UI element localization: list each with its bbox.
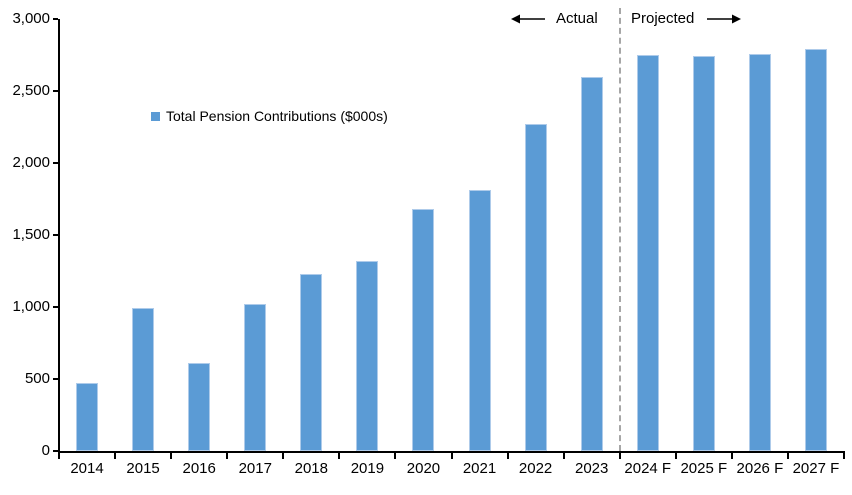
x-tick-mark [58, 453, 60, 459]
x-tick-mark [618, 453, 621, 459]
bar-2022 [524, 124, 547, 451]
left-arrow-icon [511, 14, 545, 24]
x-tick-label: 2024 F [624, 460, 672, 477]
x-tick-label: 2025 F [680, 460, 728, 477]
bar-2021 [468, 190, 491, 451]
x-tick-label: 2014 [70, 460, 104, 477]
x-axis-line [58, 451, 845, 453]
bar-2025-f [692, 56, 715, 451]
y-tick-mark [53, 162, 58, 164]
bar-2024-f [636, 55, 659, 451]
x-tick-mark [114, 453, 117, 459]
y-tick-mark [53, 450, 58, 452]
bar-2017 [244, 304, 267, 451]
x-tick-mark [730, 453, 733, 459]
y-tick-mark [53, 306, 58, 308]
y-axis-line [58, 19, 60, 453]
bar-2026-f [748, 53, 771, 451]
y-tick-label: 2,000 [12, 154, 50, 171]
y-tick-label: 1,000 [12, 298, 50, 315]
actual-annotation-label: Actual [556, 10, 598, 27]
x-tick-mark [562, 453, 565, 459]
x-tick-label: 2017 [238, 460, 272, 477]
y-tick-mark [53, 90, 58, 92]
y-tick-label: 2,500 [12, 82, 50, 99]
x-tick-mark [843, 453, 845, 459]
y-tick-label: 3,000 [12, 10, 50, 27]
projected-annotation-label: Projected [631, 10, 695, 27]
x-tick-mark [226, 453, 229, 459]
x-tick-label: 2023 [574, 460, 609, 477]
x-tick-mark [450, 453, 453, 459]
right-arrow-icon [707, 14, 741, 24]
y-tick-label: 0 [41, 442, 50, 459]
bar-2015 [132, 308, 155, 451]
x-tick-label: 2020 [406, 460, 441, 477]
y-tick-mark [53, 234, 58, 236]
bar-2014 [76, 383, 99, 451]
y-tick-label: 500 [24, 370, 50, 387]
x-tick-label: 2026 F [736, 460, 784, 477]
x-tick-mark [786, 453, 789, 459]
x-tick-mark [338, 453, 341, 459]
legend-swatch-icon [151, 111, 160, 121]
legend: Total Pension Contributions ($000s) [151, 107, 388, 125]
bar-2019 [356, 260, 379, 451]
y-tick-mark [53, 18, 58, 20]
x-tick-mark [170, 453, 173, 459]
x-tick-mark [506, 453, 509, 459]
bar-2018 [300, 273, 323, 451]
actual-projected-divider [618, 8, 621, 451]
y-tick-label: 1,500 [12, 226, 50, 243]
bar-2023 [580, 76, 603, 451]
bar-2020 [412, 209, 435, 451]
x-tick-label: 2016 [182, 460, 216, 477]
bar-2016 [188, 363, 211, 451]
bar-2027-f [804, 49, 827, 451]
x-tick-mark [394, 453, 397, 459]
x-tick-label: 2019 [350, 460, 385, 477]
legend-label: Total Pension Contributions ($000s) [166, 108, 388, 124]
x-tick-label: 2015 [126, 460, 160, 477]
x-tick-label: 2022 [518, 460, 553, 477]
x-tick-label: 2018 [294, 460, 328, 477]
x-tick-label: 2027 F [792, 460, 840, 477]
x-tick-label: 2021 [462, 460, 497, 477]
y-tick-mark [53, 378, 58, 380]
x-tick-mark [674, 453, 677, 459]
x-tick-mark [282, 453, 285, 459]
